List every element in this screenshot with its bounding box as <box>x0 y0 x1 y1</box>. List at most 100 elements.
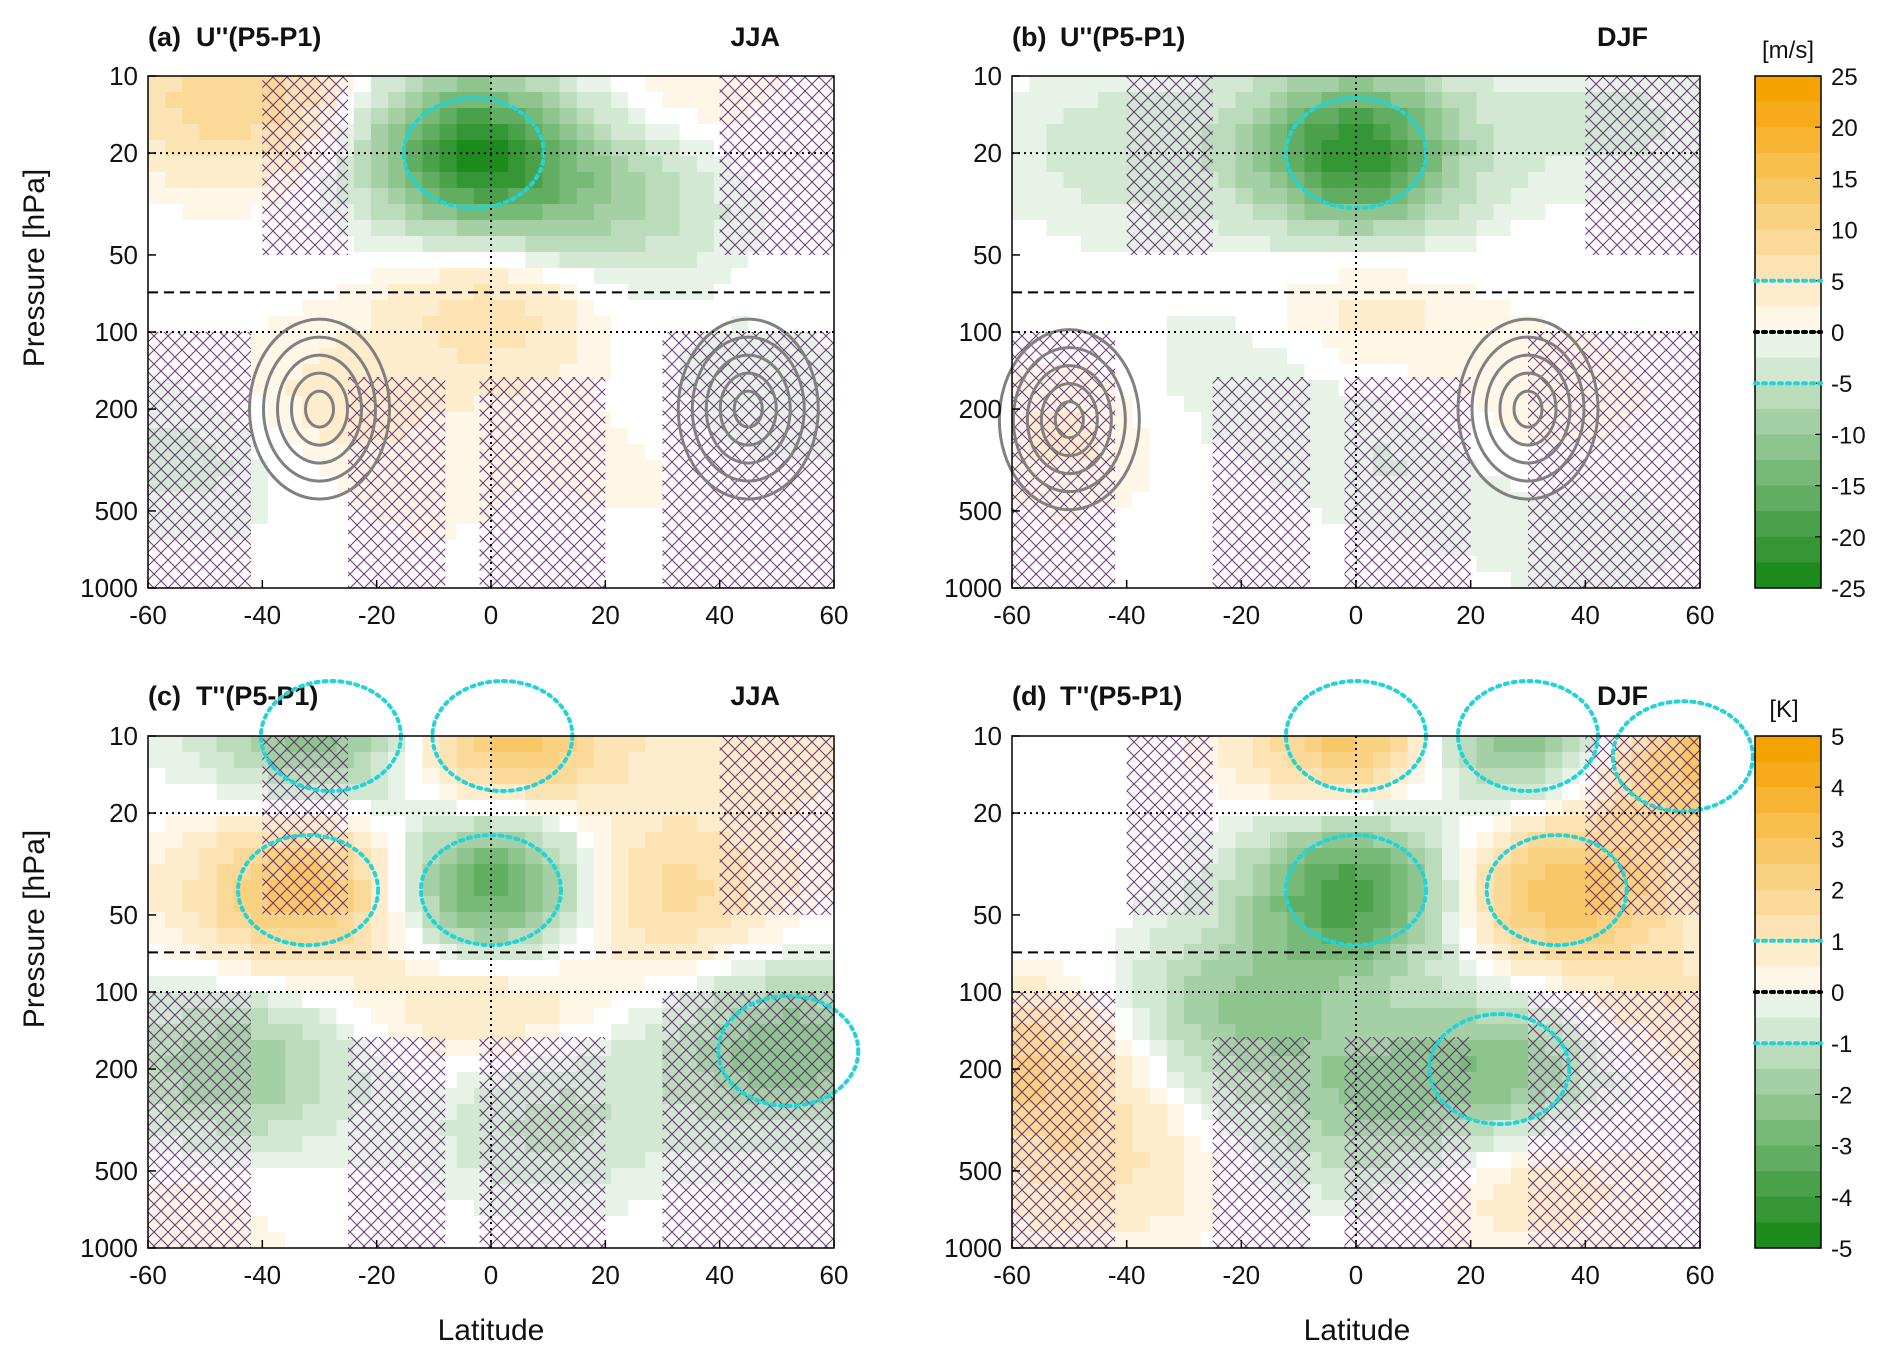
field-cell <box>165 92 183 109</box>
field-cell <box>1493 124 1512 141</box>
y-tick-label: 50 <box>109 900 138 930</box>
field-cell <box>1149 268 1168 285</box>
field-cell <box>1562 960 1581 977</box>
field-cell <box>1029 156 1047 173</box>
field-cell <box>679 848 698 865</box>
field-cell <box>1063 976 1082 993</box>
field-cell <box>1356 124 1374 141</box>
field-cell <box>250 300 269 317</box>
field-cell <box>148 880 166 897</box>
field-cell <box>611 204 629 221</box>
field-cell <box>1080 768 1099 785</box>
field-cell <box>628 768 646 785</box>
field-cell <box>388 864 406 881</box>
field-cell <box>525 172 544 189</box>
field-cell <box>1218 316 1237 333</box>
field-cell <box>1545 880 1563 897</box>
field-cell <box>1476 784 1495 801</box>
field-cell <box>508 992 526 1009</box>
field-cell <box>302 1088 321 1105</box>
field-cell <box>696 316 715 333</box>
field-cell <box>645 816 664 833</box>
field-cell <box>405 220 423 237</box>
field-cell <box>542 1024 561 1041</box>
field-cell <box>285 1120 303 1137</box>
field-cell <box>525 252 544 269</box>
field-cell <box>1338 348 1357 365</box>
hatch-region <box>662 992 834 1248</box>
field-cell <box>302 252 321 269</box>
field-cell <box>439 896 458 913</box>
field-cell <box>319 252 338 269</box>
field-cell <box>645 800 664 817</box>
field-cell <box>1510 960 1529 977</box>
field-cell <box>1115 1008 1133 1025</box>
field-cell <box>182 752 201 769</box>
field-cell <box>1545 236 1563 253</box>
field-cell <box>148 252 166 269</box>
field-cell <box>1029 316 1047 333</box>
field-cell <box>576 912 595 929</box>
field-cell <box>233 300 252 317</box>
field-cell <box>1390 348 1409 365</box>
field-cell <box>370 236 389 253</box>
field-cell <box>1476 204 1495 221</box>
field-cell <box>422 992 441 1009</box>
field-cell <box>1166 396 1185 413</box>
field-cell <box>1287 976 1305 993</box>
field-cell <box>1132 316 1151 333</box>
field-cell <box>456 172 475 189</box>
field-cell <box>611 1056 629 1073</box>
hatch-region <box>1212 377 1311 588</box>
field-cell <box>1252 896 1271 913</box>
climatology-contour <box>1011 346 1127 494</box>
field-cell <box>611 1216 629 1233</box>
field-cell <box>1424 784 1443 801</box>
field-cell <box>233 204 252 221</box>
field-cell <box>1424 752 1443 769</box>
field-cell <box>1115 332 1133 349</box>
field-cell <box>628 928 646 945</box>
field-cell <box>1562 800 1581 817</box>
field-cell <box>696 188 715 205</box>
field-cell <box>319 508 338 525</box>
field-cell <box>1046 76 1065 93</box>
field-cell <box>611 752 629 769</box>
field-cell <box>1321 380 1340 397</box>
field-cell <box>1682 912 1701 929</box>
field-cell <box>370 928 389 945</box>
field-cell <box>508 348 526 365</box>
field-cell <box>1029 140 1047 157</box>
field-cell <box>611 992 629 1009</box>
field-cell <box>508 252 526 269</box>
field-cell <box>439 364 458 381</box>
field-cell <box>1218 864 1237 881</box>
field-cell <box>611 172 629 189</box>
field-cell <box>593 108 612 125</box>
field-cell <box>216 76 235 93</box>
field-cell <box>628 396 646 413</box>
field-cell <box>353 108 372 125</box>
field-cell <box>576 156 595 173</box>
field-cell <box>1235 960 1254 977</box>
field-cell <box>1510 896 1529 913</box>
field-cell <box>285 1056 303 1073</box>
field-cell <box>645 1216 664 1233</box>
field-cell <box>1459 832 1477 849</box>
field-cell <box>1029 92 1047 109</box>
field-cell <box>1424 76 1443 93</box>
field-cell <box>233 832 252 849</box>
field-cell <box>628 976 646 993</box>
field-cell <box>611 444 629 461</box>
field-cell <box>542 348 561 365</box>
field-cell <box>1304 896 1323 913</box>
field-cell <box>285 1152 303 1169</box>
field-cell <box>302 992 321 1009</box>
field-cell <box>268 556 286 573</box>
field-cell <box>1029 944 1047 961</box>
field-cell <box>233 768 252 785</box>
field-cell <box>1528 236 1546 253</box>
field-cell <box>302 1040 321 1057</box>
field-cell <box>388 252 406 269</box>
field-cell <box>1029 816 1047 833</box>
